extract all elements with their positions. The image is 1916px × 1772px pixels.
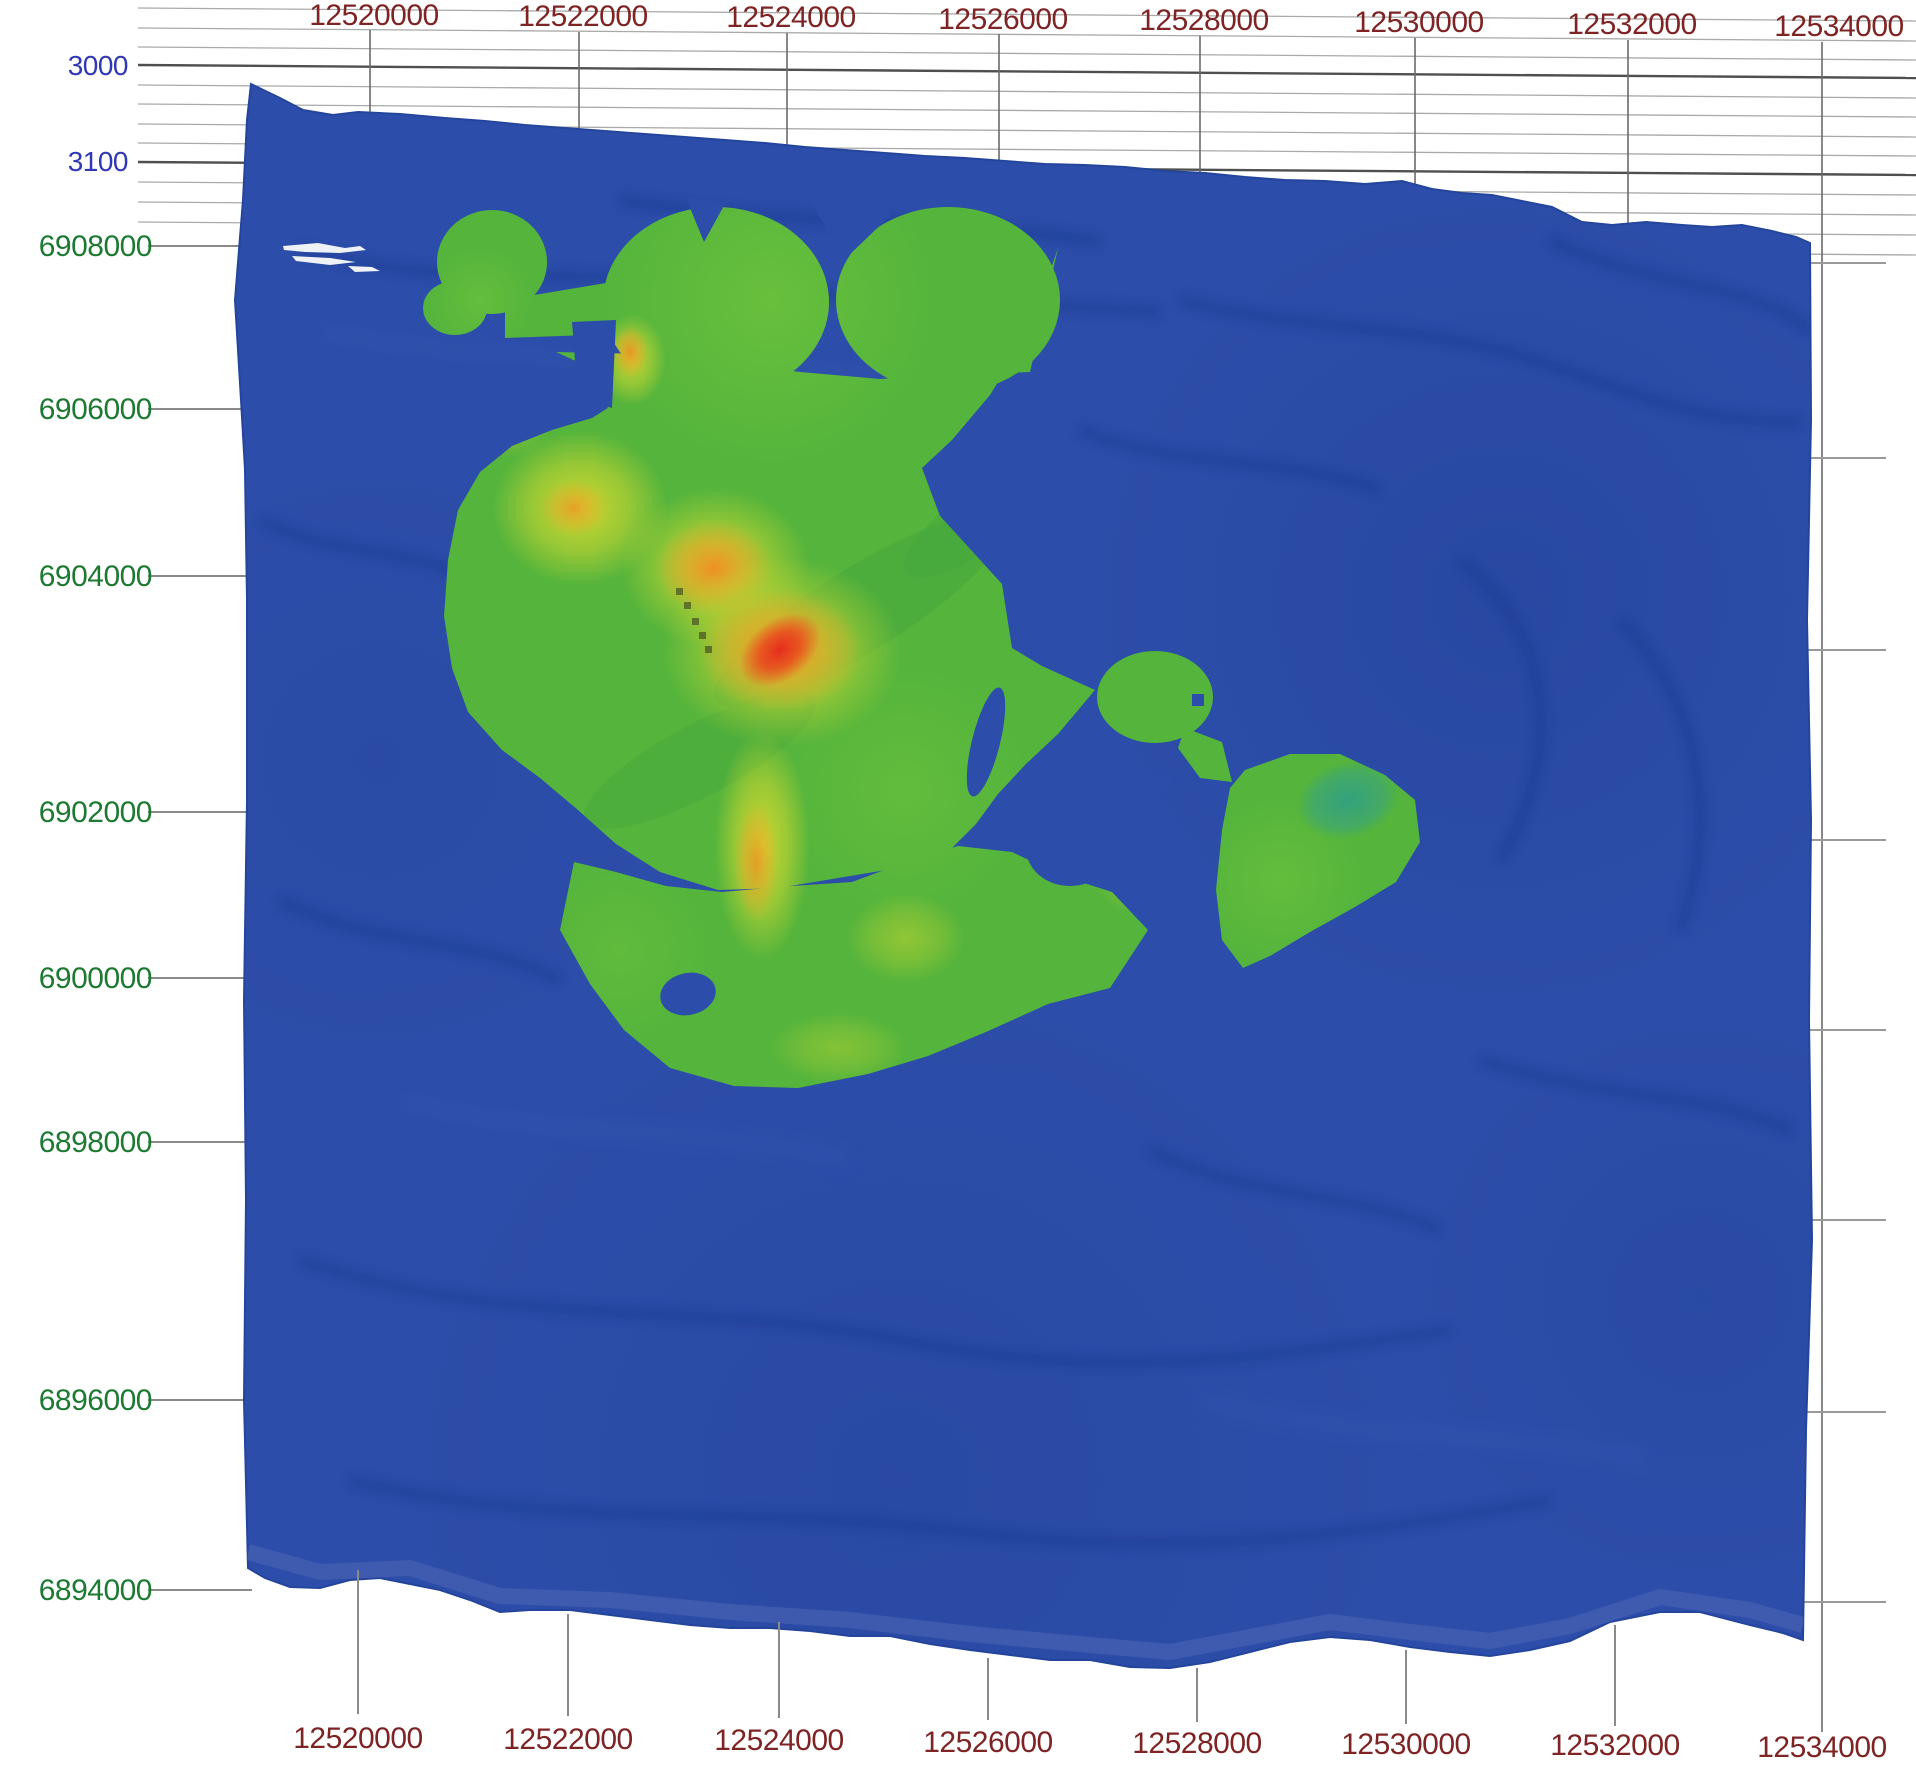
top-axis-label: 12534000 <box>1774 10 1903 43</box>
elevation-axis: 3000 3100 <box>68 50 129 177</box>
left-axis: 6908000 6906000 6904000 6902000 6900000 … <box>39 230 153 1607</box>
left-axis-label: 6902000 <box>39 796 152 829</box>
bottom-axis-label: 12520000 <box>293 1722 422 1755</box>
hotspot-red-max <box>739 613 821 687</box>
left-axis-label: 6904000 <box>39 560 152 593</box>
left-axis-label: 6896000 <box>39 1384 152 1417</box>
left-axis-label: 6894000 <box>39 1574 152 1607</box>
elevation-axis-label: 3000 <box>68 50 128 81</box>
bottom-axis-label: 12528000 <box>1132 1727 1261 1760</box>
northing-ticks-right <box>1804 262 1886 1603</box>
left-axis-label: 6908000 <box>39 230 152 263</box>
bottom-axis-label: 12526000 <box>923 1726 1052 1759</box>
top-axis-label: 12524000 <box>726 1 855 34</box>
elevation-axis-label: 3100 <box>68 146 128 177</box>
bottom-axis-label: 12530000 <box>1341 1728 1470 1761</box>
left-axis-label: 6900000 <box>39 962 152 995</box>
bottom-axis-label: 12522000 <box>503 1723 632 1756</box>
top-axis: 12520000 12522000 12524000 12526000 1252… <box>309 0 1904 43</box>
bottom-axis-label: 12534000 <box>1757 1731 1886 1764</box>
left-axis-label: 6906000 <box>39 393 152 426</box>
bottom-axis: 12520000 12522000 12524000 12526000 1252… <box>293 1722 1887 1764</box>
easting-ticks-bottom <box>357 1570 1616 1726</box>
top-axis-label: 12528000 <box>1139 4 1268 37</box>
render-artifact-scratches <box>283 243 380 272</box>
shadow-specks <box>676 588 712 653</box>
bottom-axis-label: 12524000 <box>714 1724 843 1757</box>
bottom-axis-label: 12532000 <box>1550 1729 1679 1762</box>
top-axis-label: 12530000 <box>1354 6 1483 39</box>
top-axis-label: 12522000 <box>518 0 647 33</box>
blob-holes <box>572 190 1204 1016</box>
top-axis-label: 12526000 <box>938 3 1067 36</box>
northing-ticks-left <box>148 245 252 1591</box>
top-axis-label: 12532000 <box>1567 8 1696 41</box>
left-axis-label: 6898000 <box>39 1126 152 1159</box>
gridline-3000 <box>137 63 1916 80</box>
top-axis-label: 12520000 <box>309 0 438 32</box>
